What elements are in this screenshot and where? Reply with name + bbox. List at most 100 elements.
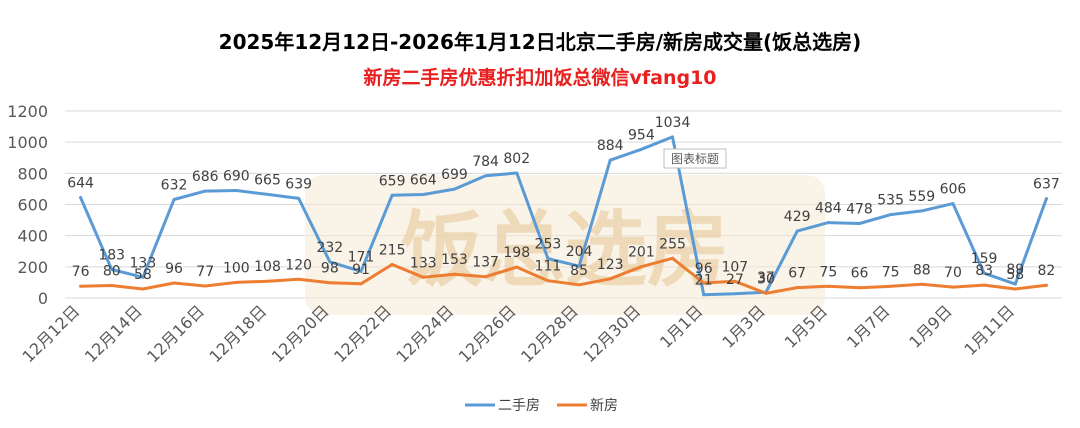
data-point: [359, 282, 363, 286]
x-tick-label: 12月12日: [19, 301, 84, 366]
tooltip-text: 图表标题: [671, 152, 719, 166]
x-tick-label: 12月20日: [268, 301, 333, 366]
data-point: [110, 284, 114, 288]
data-label: 137: [472, 255, 499, 271]
data-label: 232: [316, 240, 343, 256]
data-label: 606: [940, 182, 967, 198]
data-point: [266, 279, 270, 283]
data-point: [328, 281, 332, 285]
data-label: 58: [134, 267, 152, 283]
data-label: 58: [1006, 267, 1024, 283]
data-label: 108: [254, 259, 281, 275]
data-point: [826, 284, 830, 288]
data-label: 21: [695, 273, 713, 289]
data-point: [359, 269, 363, 273]
data-label: 686: [192, 169, 219, 185]
data-point: [1013, 287, 1017, 291]
data-point: [297, 196, 301, 200]
data-label: 96: [695, 261, 713, 277]
x-tick-label: 12月16日: [143, 301, 208, 366]
data-point: [79, 196, 83, 200]
data-point: [826, 221, 830, 225]
data-label: 198: [503, 245, 530, 261]
data-point: [484, 275, 488, 279]
legend: 二手房 新房: [465, 398, 618, 414]
data-point: [79, 284, 83, 288]
data-label: 85: [570, 263, 588, 279]
data-label: 27: [726, 272, 744, 288]
data-point: [390, 262, 394, 266]
data-point: [1013, 282, 1017, 286]
data-point: [546, 257, 550, 261]
data-point: [951, 285, 955, 289]
data-label: 665: [254, 172, 281, 188]
data-label: 639: [285, 176, 312, 192]
data-point: [889, 284, 893, 288]
y-tick-label: 0: [38, 289, 48, 308]
data-point: [795, 229, 799, 233]
data-point: [1044, 283, 1048, 287]
data-point: [546, 279, 550, 283]
y-axis-ticks: 0 200 400 600 800 1000 1200: [7, 102, 48, 308]
data-label: 784: [472, 154, 499, 170]
y-tick-label: 1200: [7, 102, 48, 121]
data-point: [733, 292, 737, 296]
legend-label: 新房: [590, 398, 618, 414]
data-label: 632: [161, 178, 188, 194]
data-point: [920, 282, 924, 286]
data-label: 80: [103, 264, 121, 280]
data-label: 884: [597, 138, 624, 154]
data-point: [452, 272, 456, 276]
data-point: [795, 286, 799, 290]
data-point: [608, 277, 612, 281]
data-point: [982, 283, 986, 287]
x-tick-label: 1月7日: [843, 301, 893, 351]
x-tick-label: 1月11日: [960, 301, 1018, 359]
data-label: 253: [535, 237, 562, 253]
data-point: [484, 174, 488, 178]
data-label: 690: [223, 168, 250, 184]
data-point: [421, 193, 425, 197]
data-label: 183: [98, 247, 125, 263]
data-label: 82: [1038, 263, 1056, 279]
data-label: 535: [877, 193, 904, 209]
data-label: 76: [72, 264, 90, 280]
data-label: 637: [1033, 177, 1060, 193]
x-tick-label: 12月14日: [81, 301, 146, 366]
y-tick-label: 400: [17, 227, 48, 246]
data-point: [702, 293, 706, 297]
data-point: [172, 281, 176, 285]
data-point: [297, 277, 301, 281]
data-label: 802: [503, 151, 530, 167]
tooltip-box: [663, 148, 727, 169]
data-point: [515, 265, 519, 269]
data-point: [172, 198, 176, 202]
data-label: 91: [352, 262, 370, 278]
data-point: [234, 280, 238, 284]
data-point: [639, 147, 643, 151]
data-label: 66: [851, 266, 869, 282]
data-label: 100: [223, 260, 250, 276]
data-point: [671, 256, 675, 260]
y-tick-label: 200: [17, 258, 48, 277]
data-point: [671, 135, 675, 139]
data-label: 659: [379, 173, 406, 189]
series-line-newhouse: [79, 256, 1048, 295]
data-point: [141, 275, 145, 279]
data-label: 89: [1006, 262, 1024, 278]
data-point: [951, 202, 955, 206]
data-label: 201: [628, 245, 655, 261]
data-point: [702, 281, 706, 285]
x-tick-label: 12月18日: [205, 301, 270, 366]
data-label: 88: [913, 262, 931, 278]
data-label: 484: [815, 201, 842, 217]
data-label: 153: [441, 252, 468, 268]
data-label: 255: [659, 236, 686, 252]
data-point: [920, 209, 924, 213]
data-label: 1034: [655, 115, 691, 131]
data-label: 954: [628, 127, 655, 143]
data-label: 159: [971, 251, 998, 267]
data-point: [203, 284, 207, 288]
data-point: [639, 265, 643, 269]
